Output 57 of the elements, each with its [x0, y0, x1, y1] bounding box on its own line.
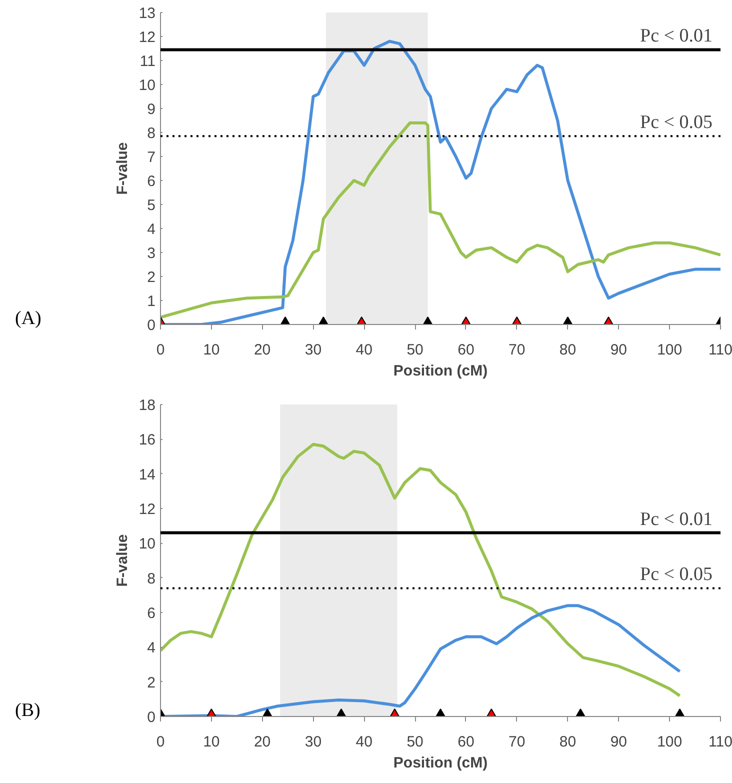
- y-tick-label: 18: [138, 397, 156, 414]
- x-tick-label: 100: [657, 342, 682, 358]
- y-tick-label: 13: [138, 5, 156, 22]
- ref-line-label: Pc < 0.01: [640, 508, 713, 530]
- y-tick-label: 8: [147, 570, 156, 588]
- x-tick-label: 80: [559, 734, 576, 750]
- x-tick-label: 70: [508, 342, 526, 358]
- y-tick-label: 6: [147, 173, 156, 190]
- x-tick-label: 90: [610, 734, 628, 750]
- x-tick-label: 60: [458, 342, 474, 358]
- text: (A): [15, 307, 42, 331]
- y-tick-label: 8: [147, 125, 156, 142]
- x-tick-label: 100: [657, 734, 682, 750]
- y-tick-label: 3: [147, 245, 156, 262]
- y-tick-label: 4: [147, 221, 156, 238]
- x-tick-label: 40: [356, 734, 372, 750]
- y-tick-label: 4: [147, 640, 156, 657]
- y-tick-label: 14: [138, 466, 156, 484]
- y-tick-label: 16: [138, 432, 156, 449]
- x-tick-label: 50: [406, 342, 424, 358]
- y-tick-label: 0: [147, 317, 156, 334]
- x-tick-label: 20: [254, 734, 271, 750]
- y-tick-label: 10: [138, 77, 156, 94]
- x-axis-title: Position (cM): [393, 754, 488, 772]
- y-axis-title: F-value: [114, 534, 131, 587]
- y-tick-label: 1: [147, 293, 156, 310]
- y-tick-label: 5: [147, 197, 156, 214]
- x-tick-label: 110: [708, 734, 732, 750]
- ref-line-label: Pc < 0.05: [640, 112, 713, 134]
- x-tick-label: 20: [254, 342, 271, 358]
- y-tick-label: 12: [138, 29, 156, 46]
- y-tick-label: 7: [147, 149, 156, 166]
- x-tick-label: 110: [708, 342, 732, 358]
- ref-line-label: Pc < 0.05: [640, 564, 713, 586]
- y-tick-label: 10: [138, 536, 156, 553]
- x-tick-label: 60: [458, 734, 474, 750]
- x-tick-label: 30: [304, 734, 322, 750]
- x-tick-label: 50: [406, 734, 424, 750]
- ref-line-label: Pc < 0.01: [640, 26, 713, 47]
- x-axis-title: Position (cM): [393, 362, 488, 380]
- x-tick-label: 10: [203, 342, 220, 358]
- x-tick-label: 80: [559, 342, 576, 358]
- x-tick-label: 30: [304, 342, 322, 358]
- x-tick-label: 10: [203, 734, 220, 750]
- line-series: [160, 442, 682, 698]
- y-tick-label: 11: [140, 53, 156, 70]
- y-tick-label: 9: [147, 101, 156, 118]
- y-tick-label: 2: [147, 269, 156, 286]
- text: (B): [15, 699, 40, 723]
- y-tick-label: 0: [147, 709, 156, 726]
- x-tick-label: 70: [508, 734, 526, 750]
- y-axis-title: F-value: [114, 142, 131, 195]
- x-tick-label: 40: [356, 342, 372, 358]
- y-tick-label: 12: [138, 501, 156, 518]
- x-tick-label: 90: [610, 342, 628, 358]
- y-tick-label: 2: [147, 674, 156, 692]
- y-tick-label: 6: [147, 605, 156, 622]
